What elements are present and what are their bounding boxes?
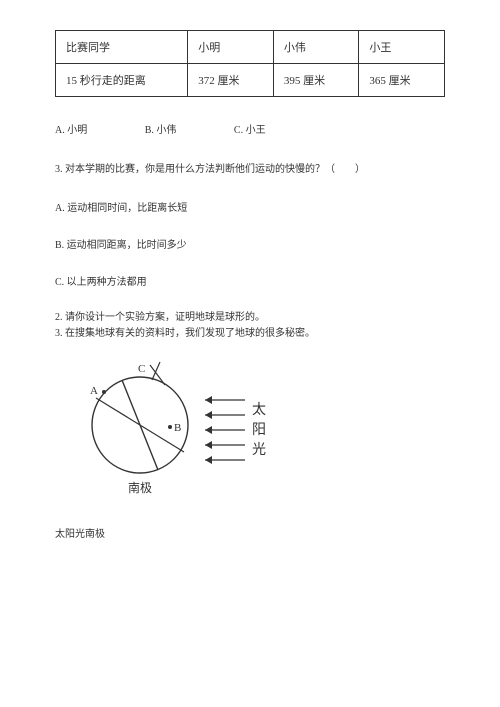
point-a-dot: [102, 390, 106, 394]
point-b-dot: [168, 425, 172, 429]
table-header-cell: 小伟: [273, 31, 359, 64]
question-3b: 3. 在搜集地球有关的资料时，我们发现了地球的很多秘密。: [55, 326, 445, 342]
table-cell: 15 秒行走的距离: [56, 64, 188, 97]
question-3: 3. 对本学期的比赛，你是用什么方法判断他们运动的快慢的？（ ）: [55, 162, 445, 177]
table-header-cell: 小王: [359, 31, 445, 64]
table-header-cell: 小明: [188, 31, 274, 64]
label-b: B: [174, 422, 181, 434]
q3-option-b: B. 运动相同距离，比时间多少: [55, 236, 445, 251]
sun-arrows: [205, 396, 245, 464]
south-pole-label: 南极: [128, 480, 152, 495]
option-b: B. 小伟: [145, 121, 177, 136]
sun-char-3: 光: [252, 442, 266, 458]
diagram-svg: A B C 南极 太 阳 光: [80, 360, 280, 505]
q3-option-a: A. 运动相同时间，比距离长短: [55, 199, 445, 214]
earth-diagram: A B C 南极 太 阳 光: [80, 360, 280, 505]
abc-options-row: A. 小明 B. 小伟 C. 小王: [55, 121, 445, 136]
label-c: C: [138, 363, 145, 375]
equator-line: [96, 398, 184, 452]
table-data-row: 15 秒行走的距离 372 厘米 395 厘米 365 厘米: [56, 64, 445, 97]
table-cell: 372 厘米: [188, 64, 274, 97]
option-a: A. 小明: [55, 121, 87, 136]
option-c: C. 小王: [234, 121, 266, 136]
label-a: A: [90, 385, 98, 397]
sun-char-1: 太: [252, 402, 266, 418]
table-header-row: 比赛同学 小明 小伟 小王: [56, 31, 445, 64]
table-header-cell: 比赛同学: [56, 31, 188, 64]
table-cell: 395 厘米: [273, 64, 359, 97]
q3-option-c: C. 以上两种方法都用: [55, 273, 445, 288]
table-cell: 365 厘米: [359, 64, 445, 97]
question-block: 2. 请你设计一个实验方案，证明地球是球形的。 3. 在搜集地球有关的资料时，我…: [55, 310, 445, 342]
question-2: 2. 请你设计一个实验方案，证明地球是球形的。: [55, 310, 445, 326]
bottom-label: 太阳光南极: [55, 525, 445, 540]
sun-char-2: 阳: [252, 422, 266, 438]
comparison-table: 比赛同学 小明 小伟 小王 15 秒行走的距离 372 厘米 395 厘米 36…: [55, 30, 445, 97]
